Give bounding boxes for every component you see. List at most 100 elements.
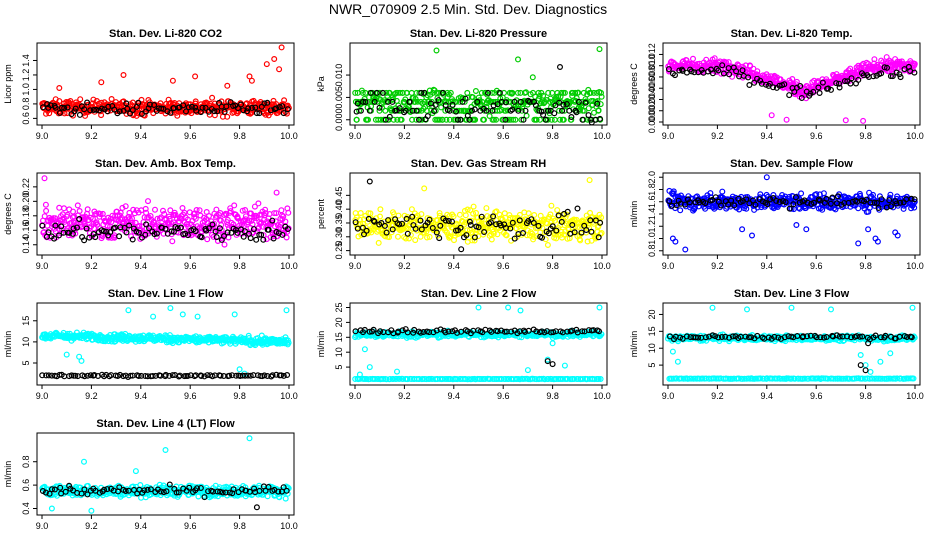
y-tick-label: 0.30 <box>334 228 344 246</box>
data-point <box>352 89 359 96</box>
y-tick-label: 1.0 <box>647 232 657 245</box>
data-point <box>376 104 383 111</box>
data-point <box>412 237 419 244</box>
x-tick-label: 9.8 <box>546 391 559 401</box>
data-point <box>739 63 746 70</box>
data-point <box>491 116 498 123</box>
data-point <box>436 235 443 242</box>
data-point <box>229 372 236 379</box>
data-point <box>867 368 874 375</box>
data-point <box>150 313 157 320</box>
data-point <box>247 372 254 379</box>
data-point <box>90 106 97 113</box>
data-point <box>575 98 582 105</box>
data-point <box>158 224 165 231</box>
data-point <box>541 376 548 383</box>
y-axis-label: degrees C <box>629 63 639 105</box>
data-point <box>421 89 428 96</box>
data-point <box>359 89 366 96</box>
x-tick-label: 9.6 <box>184 131 197 141</box>
x-tick-label: 9.0 <box>36 261 49 271</box>
data-point <box>409 107 416 114</box>
data-point <box>446 116 453 123</box>
data-point <box>273 210 280 217</box>
data-point <box>790 201 797 208</box>
data-point <box>84 372 91 379</box>
plot-frame <box>349 42 608 126</box>
data-point <box>540 111 547 118</box>
data-point <box>510 116 517 123</box>
data-point <box>418 211 425 218</box>
data-point <box>466 218 473 225</box>
data-point <box>39 372 46 379</box>
data-point <box>284 372 291 379</box>
y-tick-label: 1.8 <box>647 183 657 196</box>
data-point <box>242 372 249 379</box>
data-point <box>878 70 885 77</box>
data-point <box>151 101 158 108</box>
data-point <box>285 209 292 216</box>
panel-title: Stan. Dev. Li-820 CO2 <box>109 28 222 40</box>
data-point <box>147 213 154 220</box>
x-tick-label: 9.8 <box>859 261 872 271</box>
y-tick-label: 0.25 <box>334 242 344 260</box>
data-point <box>834 193 841 200</box>
data-point <box>284 106 291 113</box>
data-point <box>375 239 382 246</box>
data-point <box>439 89 446 96</box>
data-point <box>803 226 810 233</box>
data-point <box>453 108 460 115</box>
data-point <box>139 234 146 241</box>
data-point <box>717 202 724 209</box>
y-tick-label: 0.002 <box>647 99 657 122</box>
data-point <box>240 107 247 114</box>
data-point <box>583 227 590 234</box>
data-point <box>754 68 761 75</box>
y-axis-label: percent <box>316 198 326 229</box>
data-point <box>151 231 158 238</box>
data-point <box>90 96 97 103</box>
data-point <box>686 199 693 206</box>
data-point <box>462 212 469 219</box>
data-point <box>554 89 561 96</box>
data-point <box>506 212 513 219</box>
data-point <box>896 71 903 78</box>
data-point <box>548 202 555 209</box>
data-point <box>764 201 771 208</box>
x-tick-label: 9.8 <box>546 261 559 271</box>
data-point <box>143 221 150 228</box>
data-point <box>569 222 576 229</box>
data-point <box>702 200 709 207</box>
data-point <box>162 225 169 232</box>
data-point <box>248 77 255 84</box>
panel-title: Stan. Dev. Line 2 Flow <box>421 288 537 300</box>
data-point <box>66 229 73 236</box>
x-tick-label: 9.0 <box>349 131 362 141</box>
data-point <box>52 104 59 111</box>
x-tick-label: 9.2 <box>711 131 724 141</box>
data-point <box>538 217 545 224</box>
data-point <box>109 212 116 219</box>
data-point <box>226 372 233 379</box>
x-tick-label: 9.6 <box>184 391 197 401</box>
data-point <box>551 110 558 117</box>
plot-frame <box>662 42 921 126</box>
data-point <box>94 221 101 228</box>
data-point <box>549 223 556 230</box>
data-point <box>161 211 168 218</box>
x-tick-label: 9.8 <box>233 131 246 141</box>
data-point <box>436 210 443 217</box>
data-point <box>810 88 817 95</box>
data-point <box>911 69 918 76</box>
data-point <box>726 71 733 78</box>
data-point <box>711 55 718 62</box>
data-point <box>409 116 416 123</box>
data-point <box>120 71 127 78</box>
series-2 <box>665 62 918 101</box>
data-point <box>470 203 477 210</box>
data-point <box>819 79 826 86</box>
data-point <box>45 372 52 379</box>
